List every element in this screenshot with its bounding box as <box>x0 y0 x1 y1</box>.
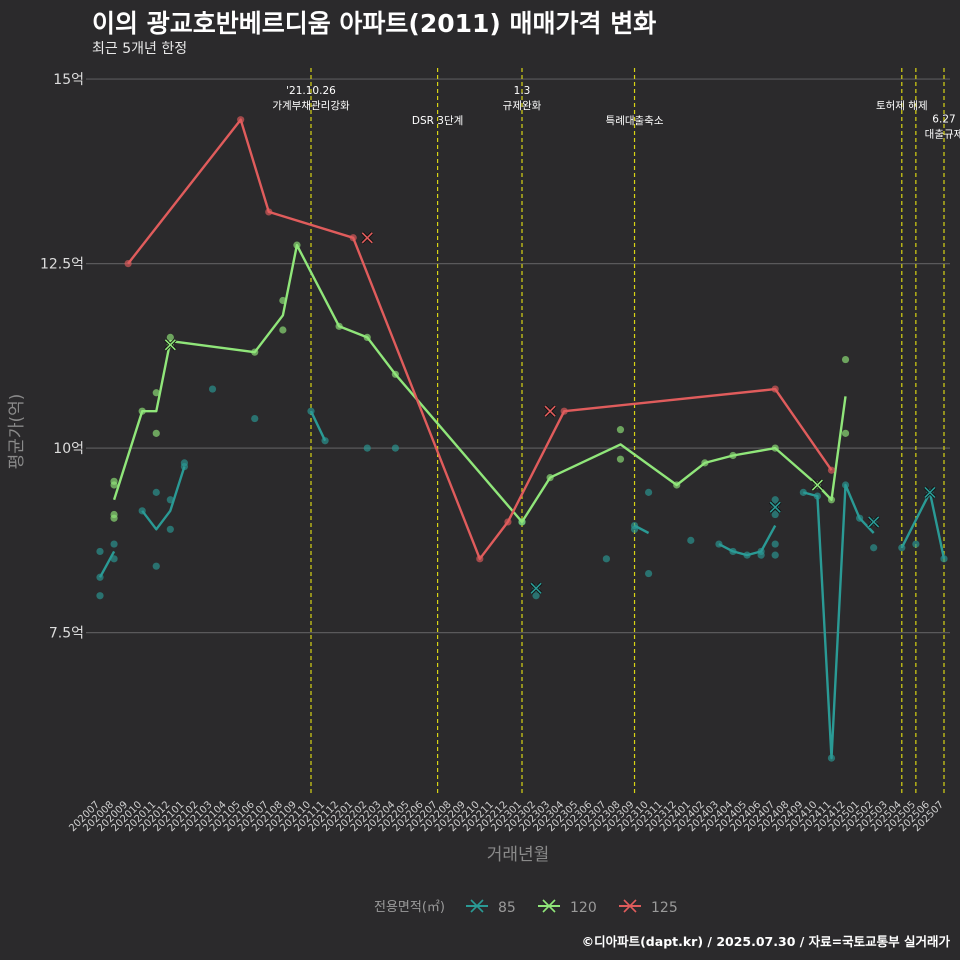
legend-x-icon <box>470 899 484 913</box>
policy-annotation-text: 대출규제 <box>925 129 960 141</box>
policy-annotation-text: 규제완화 <box>503 99 542 112</box>
data-point <box>841 429 850 437</box>
policy-annotation-text: 가계부채관리강화 <box>272 100 350 112</box>
y-tick-label: 10억 <box>53 441 84 457</box>
series-line <box>141 466 186 531</box>
data-point <box>391 444 399 452</box>
series-layer <box>96 116 948 762</box>
data-point <box>166 525 174 533</box>
legend-x-icon <box>542 899 556 913</box>
data-point <box>616 455 625 463</box>
marker-x <box>530 582 542 594</box>
series-line <box>309 410 327 442</box>
source-caption: ©디아파트(dapt.kr) / 2025.07.30 / 자료=국토교통부 실… <box>581 934 950 949</box>
policy-annotation-text: 1.3 <box>514 85 531 97</box>
series-line <box>127 118 833 560</box>
legend-item-85: 85 <box>466 899 516 916</box>
series-line <box>802 483 875 760</box>
policy-annotation-text: 6.27 <box>932 114 955 126</box>
data-point <box>687 536 695 544</box>
data-point <box>771 510 779 519</box>
chart-subtitle: 최근 5개년 한정 <box>92 41 188 57</box>
data-point <box>251 414 259 423</box>
series-line <box>633 524 650 535</box>
data-point <box>363 444 371 452</box>
x-axis-label: 거래년월 <box>487 845 550 865</box>
y-axis-label: 평균가(억) <box>7 394 27 470</box>
series-120 <box>110 241 850 526</box>
data-point <box>152 488 160 496</box>
marker-x <box>868 516 880 528</box>
data-point <box>110 540 118 548</box>
marker-x <box>544 405 556 417</box>
marker-x <box>164 339 176 351</box>
y-tick-label: 12.5억 <box>40 257 84 273</box>
grid-lines <box>86 78 950 634</box>
data-point <box>110 481 118 489</box>
data-point <box>602 555 611 563</box>
data-point <box>279 326 287 334</box>
data-point <box>912 540 920 548</box>
x-axis-ticks: 2020072020082020092020102020112020122021… <box>67 799 946 834</box>
policy-annotation-text: '21.10.26 <box>286 85 336 97</box>
y-tick-label: 15억 <box>53 72 84 88</box>
marker-x <box>924 486 936 498</box>
marker-x <box>811 479 823 491</box>
policy-annotation-text: 토허제 해제 <box>876 99 928 112</box>
legend-item-125: 125 <box>619 899 678 916</box>
data-point <box>771 496 779 504</box>
series-line <box>900 491 946 560</box>
marker-x <box>361 232 373 244</box>
policy-event-lines <box>310 68 945 795</box>
data-point <box>110 514 118 522</box>
series-line <box>112 243 847 524</box>
data-point <box>757 551 765 559</box>
data-point <box>166 333 174 341</box>
policy-annotation-text: 특례대출축소 <box>606 115 664 127</box>
legend-label: 120 <box>570 900 597 916</box>
marker-x <box>769 501 781 513</box>
data-point <box>616 426 625 434</box>
legend-label: 85 <box>498 900 516 916</box>
data-point <box>940 555 948 563</box>
data-point <box>96 592 104 600</box>
series-125 <box>124 116 836 563</box>
data-point <box>532 592 540 600</box>
data-point <box>152 429 160 437</box>
legend: 전용면적(㎡) 85 120 125 <box>374 899 678 916</box>
legend-label: 125 <box>651 900 678 916</box>
data-point <box>152 389 160 397</box>
data-point <box>645 569 653 578</box>
data-point <box>870 544 878 552</box>
data-point <box>96 547 104 556</box>
data-point <box>841 355 850 364</box>
data-point <box>771 540 779 548</box>
policy-annotation-text: DSR 3단계 <box>412 115 463 127</box>
legend-title: 전용면적(㎡) <box>374 900 445 915</box>
y-tick-label: 7.5억 <box>49 626 84 642</box>
chart-title: 이의 광교호반베르디움 아파트(2011) 매매가격 변화 <box>92 9 657 38</box>
series-line <box>98 550 116 578</box>
data-point <box>208 385 217 393</box>
legend-item-120: 120 <box>538 899 597 916</box>
y-axis-ticks: 7.5억 10억 12.5억 15억 <box>40 72 84 642</box>
data-point <box>152 562 160 570</box>
data-point <box>771 551 779 559</box>
legend-x-icon <box>623 899 637 913</box>
data-point <box>645 488 653 496</box>
series-line <box>718 525 777 557</box>
